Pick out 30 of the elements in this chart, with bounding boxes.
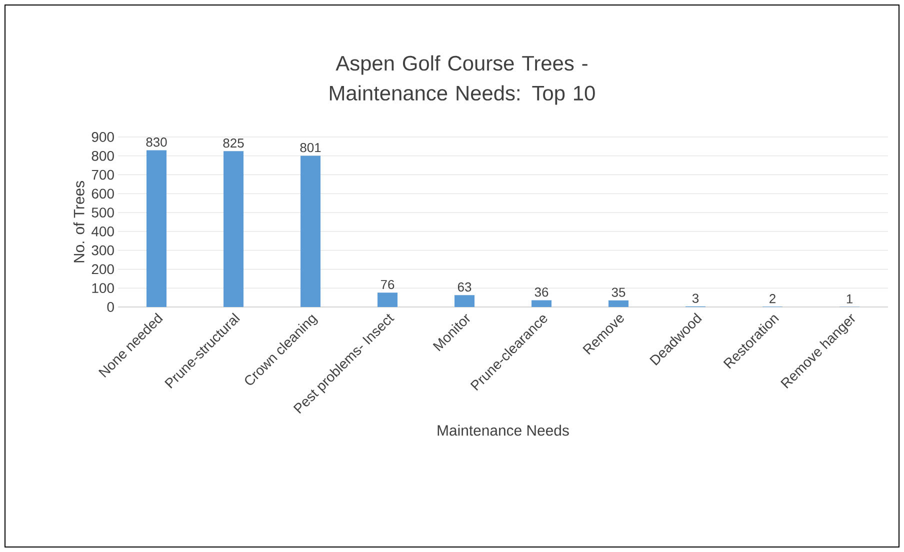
y-tick-label: 200: [92, 264, 114, 274]
data-label: 3: [692, 294, 699, 303]
y-tick-label: 600: [92, 188, 114, 199]
bar: [146, 150, 166, 307]
bar: [224, 151, 244, 307]
data-label: 35: [612, 288, 626, 297]
bar: [454, 295, 475, 307]
bar: [378, 292, 398, 307]
data-label: 1: [846, 294, 852, 304]
data-label: 825: [223, 138, 244, 148]
y-tick-label: 800: [92, 150, 114, 161]
y-tick-label: 500: [92, 208, 114, 218]
y-tick-label: 300: [92, 245, 114, 256]
bar: [300, 156, 321, 307]
data-label: 2: [770, 294, 776, 304]
data-label: 76: [380, 280, 394, 290]
y-tick-label: 900: [92, 132, 114, 142]
data-label: 801: [300, 143, 321, 152]
bar: [608, 300, 629, 307]
x-axis-title: Maintenance Needs: [438, 424, 569, 436]
data-label: 63: [458, 282, 472, 292]
y-tick-label: 400: [92, 226, 114, 236]
data-label: 36: [534, 288, 548, 297]
data-label: 830: [146, 138, 167, 147]
chart-title: Aspen Golf Course Trees - Maintenance Needs: Top 10: [330, 55, 595, 105]
bar: [532, 300, 552, 307]
y-tick-label: 100: [92, 283, 114, 294]
y-tick-label: 700: [92, 170, 114, 180]
y-axis-title: No. of Trees: [73, 181, 84, 262]
y-tick-label: 0: [107, 302, 114, 312]
